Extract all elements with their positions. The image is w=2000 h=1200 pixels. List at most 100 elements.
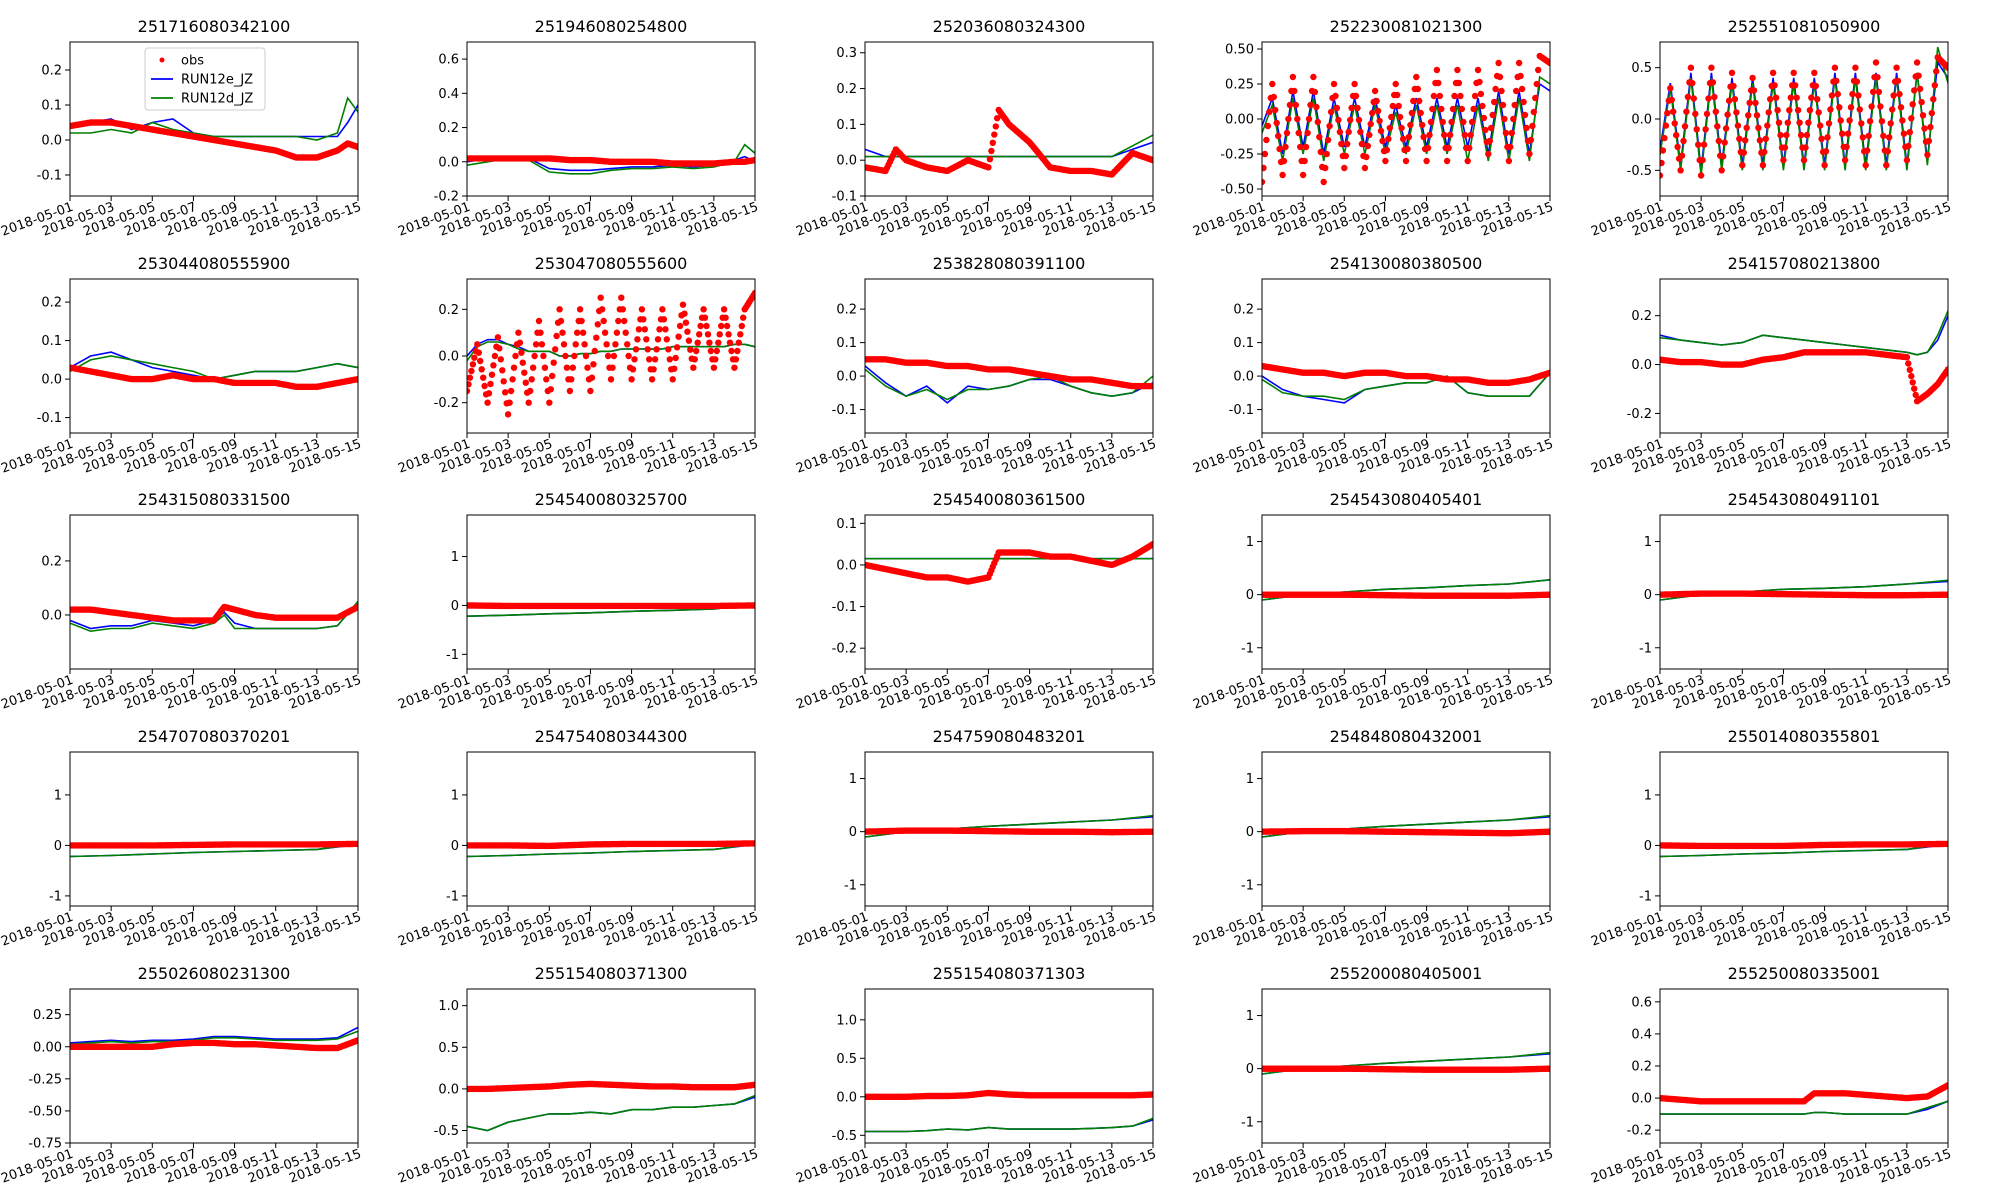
y-tick-label: 1 xyxy=(54,788,62,803)
axes-frame xyxy=(1659,514,1949,670)
obs-point xyxy=(1928,109,1936,117)
obs-point xyxy=(528,376,535,383)
obs-point xyxy=(666,356,673,363)
obs-point xyxy=(540,352,547,360)
axes-frame xyxy=(69,988,359,1144)
y-tick-label: 0 xyxy=(1644,839,1652,854)
obs-point xyxy=(1429,105,1436,113)
obs-point xyxy=(1864,147,1871,154)
obs-point xyxy=(1765,109,1772,116)
obs-point xyxy=(1264,122,1272,130)
obs-point xyxy=(1305,115,1313,123)
series-line-RUN12d_JZ xyxy=(865,368,1153,401)
obs-point xyxy=(653,346,660,353)
y-tick-label: 0.2 xyxy=(1233,303,1254,318)
obs-point xyxy=(1700,141,1708,148)
obs-point xyxy=(691,356,698,363)
plot-area xyxy=(865,814,1153,838)
obs-point xyxy=(1383,146,1391,154)
obs-point xyxy=(1878,118,1886,125)
obs-point xyxy=(732,356,740,363)
obs-point xyxy=(1843,143,1850,151)
plot-area xyxy=(1262,362,1550,404)
obs-point xyxy=(516,339,524,346)
obs-point xyxy=(701,314,709,321)
obs-point xyxy=(1508,129,1516,137)
y-tick-label: 0.2 xyxy=(41,554,62,569)
obs-point xyxy=(693,347,700,355)
y-tick-label: -0.1 xyxy=(832,190,857,205)
obs-point xyxy=(568,376,575,383)
obs-point xyxy=(469,361,477,368)
obs-point xyxy=(675,333,682,340)
obs-point xyxy=(1518,85,1526,93)
y-tick-label: 0.1 xyxy=(1233,336,1254,351)
obs-point xyxy=(1786,107,1793,114)
obs-point xyxy=(1684,93,1692,101)
y-tick-label: 0.0 xyxy=(836,370,857,385)
plot-area xyxy=(70,351,358,390)
y-tick-label: -0.2 xyxy=(434,396,459,411)
obs-point xyxy=(529,364,537,371)
obs-point xyxy=(1394,91,1401,99)
obs-point xyxy=(1899,117,1906,124)
obs-point xyxy=(1507,143,1514,151)
obs-point xyxy=(1912,391,1919,399)
obs-point xyxy=(615,317,622,325)
obs-point xyxy=(1299,171,1307,179)
y-tick-label: 0.2 xyxy=(41,296,62,311)
obs-point xyxy=(690,364,697,371)
obs-point xyxy=(563,364,571,371)
obs-point xyxy=(480,374,487,381)
plot-area xyxy=(1262,579,1550,601)
obs-point xyxy=(985,164,992,171)
obs-point xyxy=(731,364,738,371)
obs-point xyxy=(1681,123,1689,130)
obs-point xyxy=(1683,108,1690,115)
obs-point xyxy=(1454,66,1461,74)
obs-point xyxy=(560,341,568,348)
obs-point xyxy=(1731,96,1739,103)
obs-point xyxy=(1877,103,1884,110)
axes-frame xyxy=(1261,41,1551,197)
plot-area xyxy=(70,96,358,161)
obs-point xyxy=(1690,95,1698,102)
y-tick-label: -0.1 xyxy=(37,411,62,426)
obs-point xyxy=(629,366,637,373)
obs-point xyxy=(467,381,472,388)
obs-point xyxy=(552,346,559,353)
obs-point xyxy=(474,341,481,348)
obs-point xyxy=(519,359,526,366)
series-line-RUN12d_JZ xyxy=(70,1030,358,1045)
y-tick-label: -1 xyxy=(446,648,459,663)
obs-point xyxy=(631,356,638,363)
subplot-title: 254848080432001 xyxy=(1330,727,1483,746)
obs-point xyxy=(1721,139,1728,146)
obs-point xyxy=(521,369,528,376)
subplot: 252036080324300-0.10.00.10.20.32018-05-0… xyxy=(794,17,1158,240)
y-tick-label: 0.0 xyxy=(836,558,857,573)
obs-point xyxy=(1535,66,1542,74)
obs-point xyxy=(354,1037,358,1044)
y-tick-label: 0.1 xyxy=(836,336,857,351)
obs-point xyxy=(1817,122,1824,129)
obs-point xyxy=(1903,156,1911,164)
obs-point xyxy=(1772,94,1780,101)
y-tick-label: 0 xyxy=(1644,588,1652,603)
obs-point xyxy=(1379,137,1386,145)
obs-point xyxy=(1275,132,1282,140)
obs-point xyxy=(522,379,529,386)
obs-point xyxy=(559,329,566,336)
y-tick-label: 0.00 xyxy=(1225,113,1254,128)
y-tick-label: 0.2 xyxy=(836,82,857,97)
obs-point xyxy=(1262,150,1269,158)
obs-point xyxy=(556,306,563,313)
obs-point xyxy=(572,341,579,348)
obs-point xyxy=(537,329,544,336)
obs-point xyxy=(1880,132,1887,140)
obs-point xyxy=(988,147,995,155)
obs-point xyxy=(1730,82,1737,90)
obs-point xyxy=(994,115,1001,122)
obs-point xyxy=(1458,105,1466,113)
obs-point xyxy=(1485,150,1492,158)
